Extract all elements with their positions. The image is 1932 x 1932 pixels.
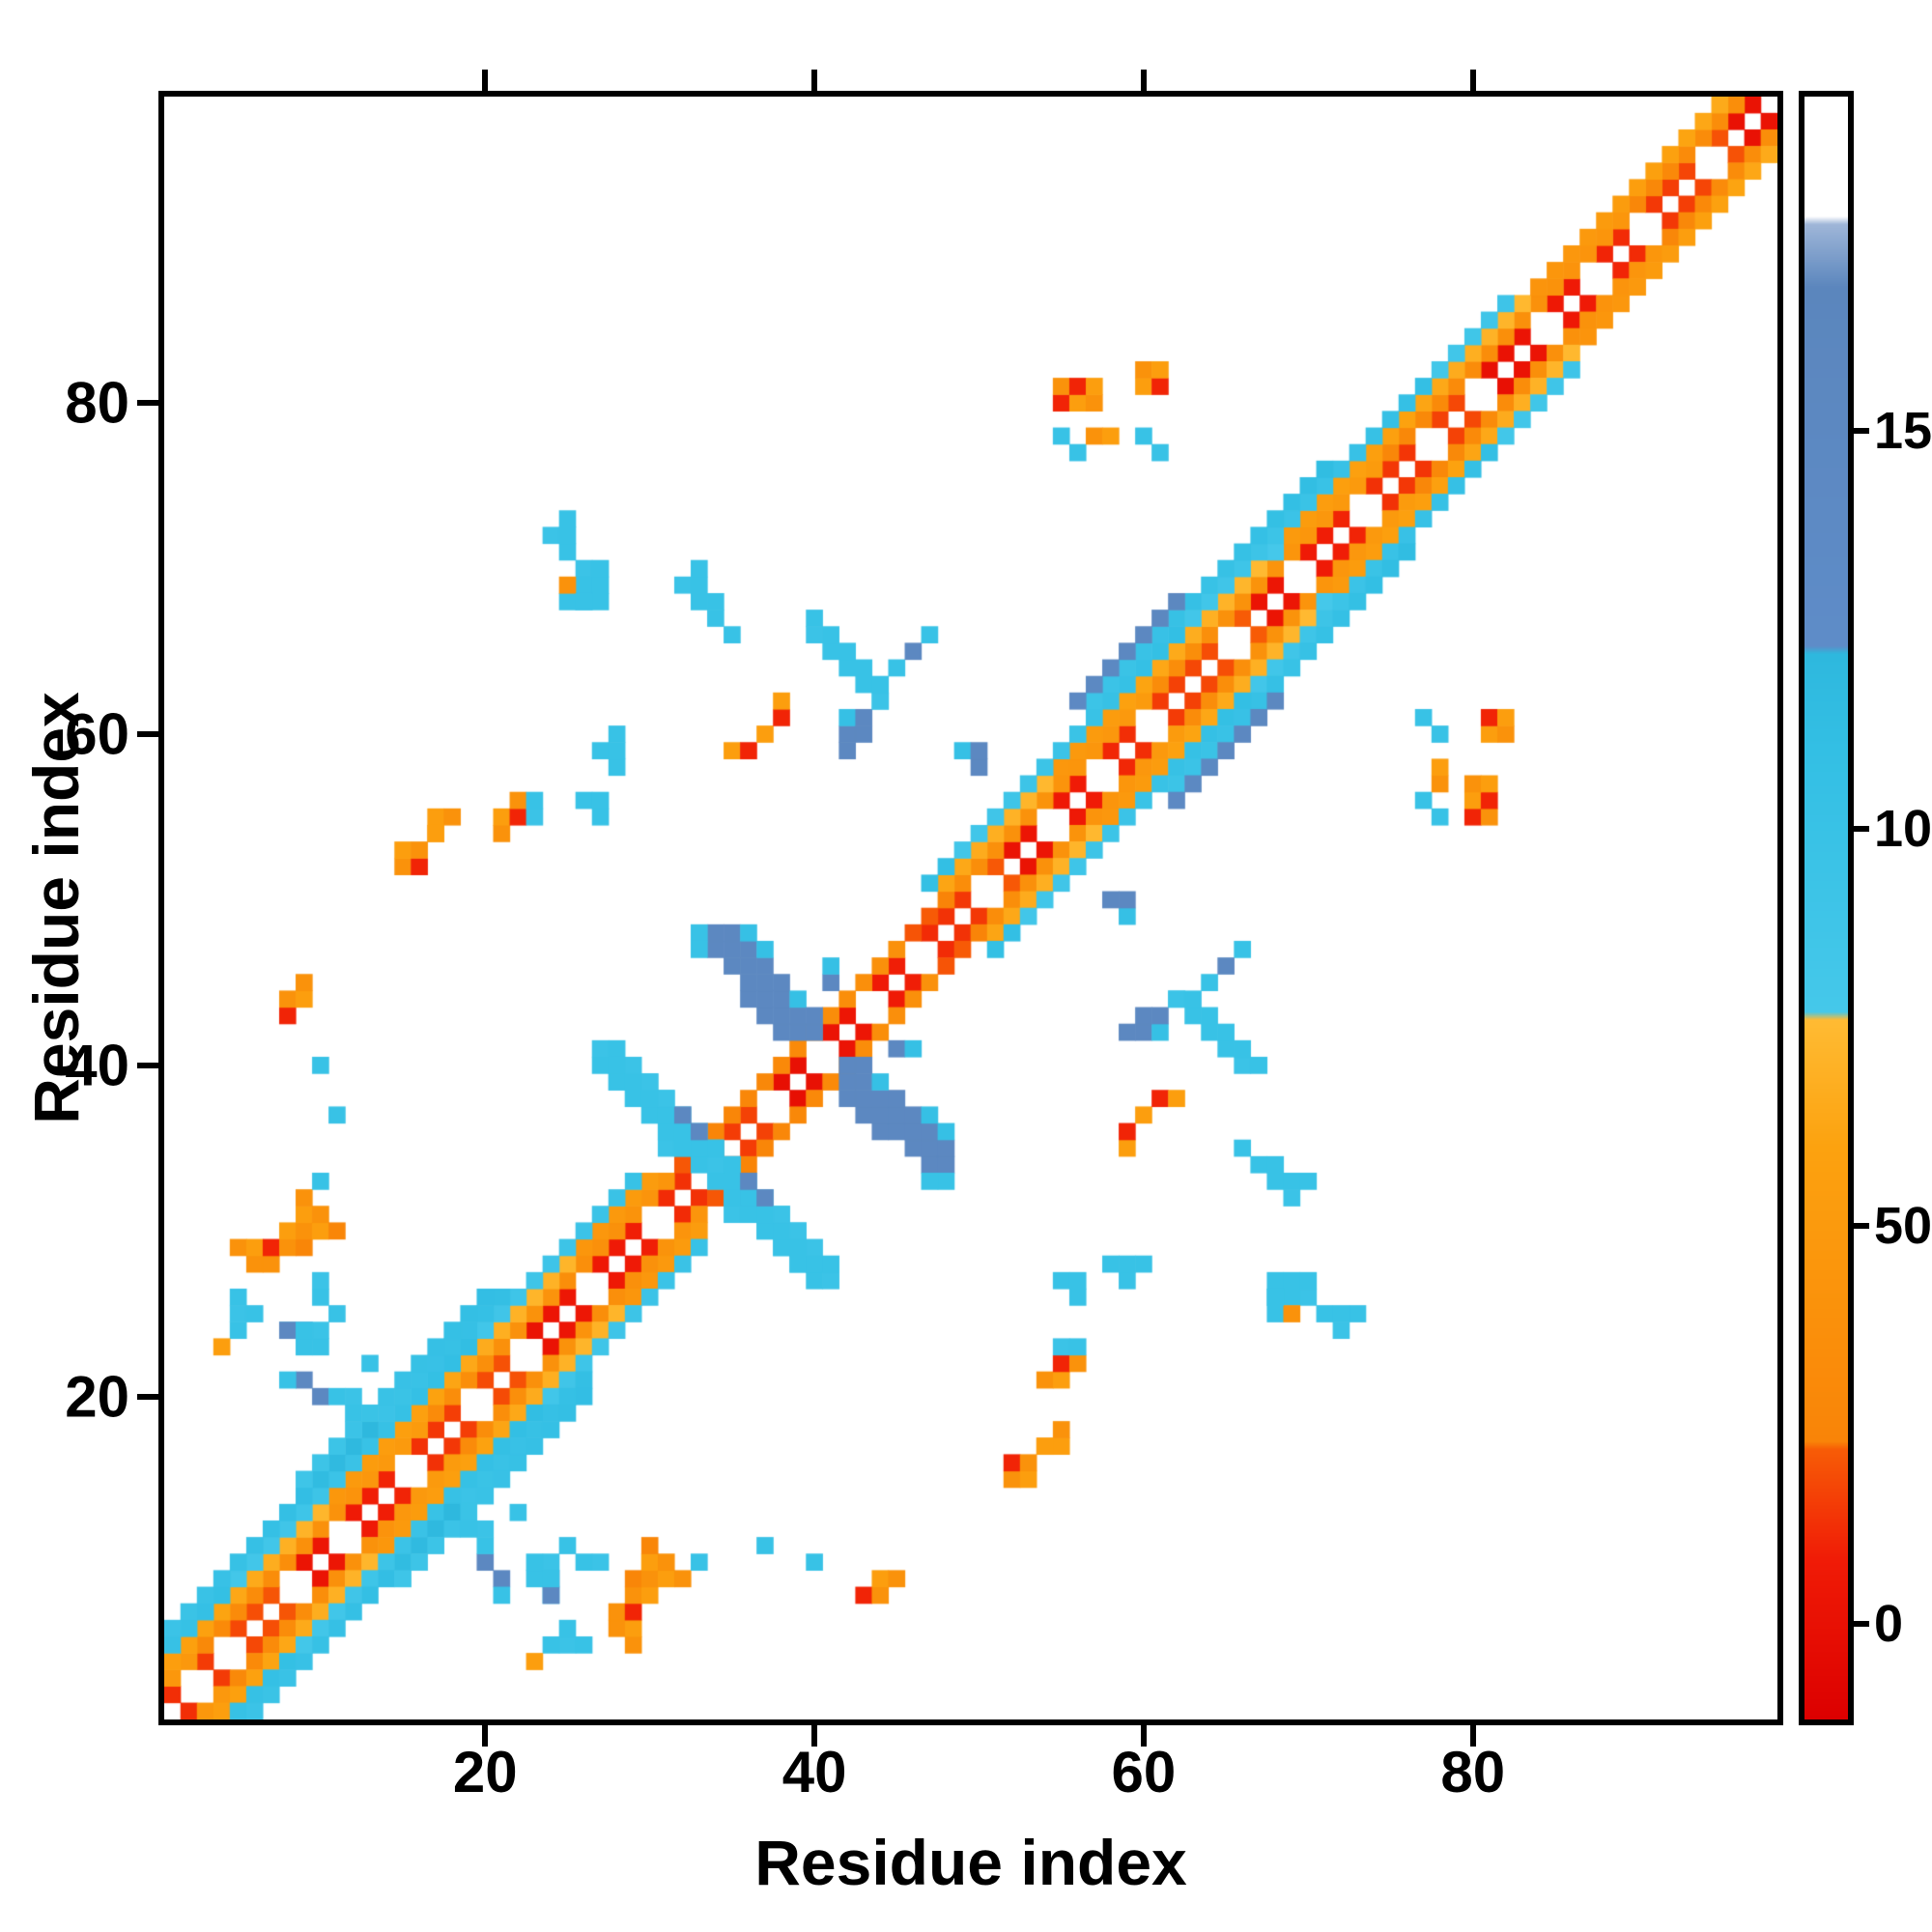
- y-tick-label: 80: [65, 370, 129, 436]
- colorbar-tick: [1854, 427, 1869, 434]
- x-axis-tick-top: [482, 70, 489, 91]
- colorbar-tick-label: 0: [1874, 1595, 1904, 1654]
- x-axis-tick-bottom: [811, 1725, 818, 1747]
- x-tick-label: 60: [1111, 1740, 1177, 1804]
- x-axis-tick-bottom: [1469, 1725, 1476, 1747]
- x-tick-label: 40: [781, 1740, 847, 1804]
- colorbar-canvas: [1804, 97, 1848, 1719]
- x-axis-tick-top: [1469, 70, 1476, 91]
- colorbar-tick-label: 50: [1874, 1197, 1932, 1256]
- y-tick-label: 40: [65, 1033, 129, 1098]
- y-axis-tick-left: [137, 1393, 158, 1400]
- y-axis-tick-left: [137, 1062, 158, 1068]
- heatmap-canvas: [164, 97, 1777, 1719]
- y-axis-tick-left: [137, 400, 158, 407]
- colorbar-tick: [1854, 825, 1869, 832]
- colorbar-tick: [1854, 1621, 1869, 1628]
- x-tick-label: 80: [1440, 1740, 1506, 1804]
- x-axis-title: Residue index: [754, 1827, 1187, 1898]
- heatmap-plot-area: [158, 91, 1783, 1725]
- colorbar-tick-label: 100: [1874, 799, 1932, 858]
- x-tick-label: 20: [452, 1740, 518, 1804]
- x-axis-tick-top: [1140, 70, 1147, 91]
- y-axis-tick-left: [137, 731, 158, 737]
- x-axis-tick-top: [811, 70, 818, 91]
- x-axis-tick-bottom: [482, 1725, 489, 1747]
- x-axis-tick-bottom: [1140, 1725, 1147, 1747]
- y-tick-label: 60: [65, 701, 129, 767]
- colorbar-tick: [1854, 1223, 1869, 1230]
- colorbar-tick-label: 150: [1874, 401, 1932, 460]
- y-tick-label: 20: [65, 1364, 129, 1430]
- colorbar: [1799, 91, 1854, 1725]
